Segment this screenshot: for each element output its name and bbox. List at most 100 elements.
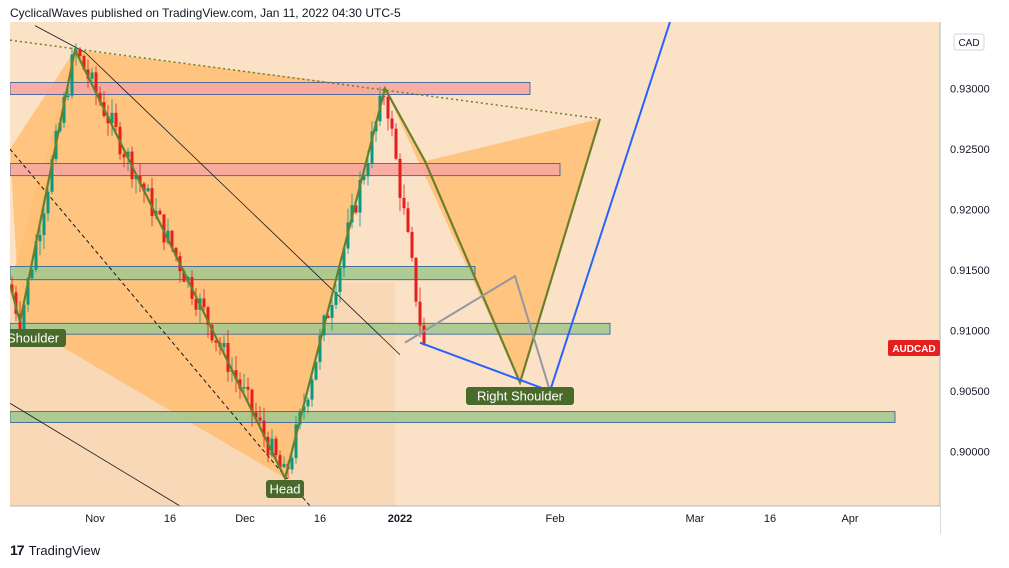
publish-caption: CyclicalWaves published on TradingView.c…	[10, 6, 401, 20]
candle[interactable]	[358, 171, 362, 227]
candle[interactable]	[418, 287, 422, 338]
candle[interactable]	[414, 257, 418, 307]
candle-body	[158, 210, 162, 215]
candle-body	[358, 179, 362, 213]
candle[interactable]	[146, 184, 150, 192]
zone-red-0[interactable]	[9, 82, 531, 95]
channel-dashed[interactable]	[9, 148, 311, 507]
candle[interactable]	[402, 184, 406, 215]
zone-green-4[interactable]	[9, 411, 896, 423]
tradingview-brand: TradingView	[28, 542, 101, 558]
candle-body	[342, 248, 346, 269]
candle[interactable]	[338, 264, 342, 303]
price-scale-panel[interactable]	[940, 22, 1000, 506]
candle[interactable]	[62, 91, 66, 128]
channel-upper-tip[interactable]	[34, 25, 86, 53]
candle[interactable]	[150, 177, 154, 227]
candle[interactable]	[318, 328, 322, 370]
candle[interactable]	[274, 436, 278, 459]
label-right-shoulder[interactable]: Right Shoulder	[466, 387, 574, 405]
candle-body	[126, 151, 130, 158]
candle[interactable]	[310, 373, 314, 408]
pattern-fill-left	[10, 49, 75, 323]
candle-body	[306, 399, 310, 407]
candle[interactable]	[258, 406, 262, 428]
candle[interactable]	[214, 339, 218, 352]
zone-green-3[interactable]	[9, 322, 611, 335]
zone-red-1[interactable]	[9, 163, 561, 177]
candle[interactable]	[42, 206, 46, 249]
label-head-text: Head	[269, 482, 300, 497]
candle[interactable]	[114, 103, 118, 135]
candle-body	[90, 72, 94, 79]
candle[interactable]	[282, 456, 286, 468]
candle[interactable]	[250, 388, 254, 427]
candle[interactable]	[398, 153, 402, 212]
channel-upper[interactable]	[84, 51, 401, 356]
candle-body	[94, 72, 98, 93]
candle-body	[258, 417, 262, 421]
candle-body	[18, 313, 22, 334]
x-tick-label: 16	[314, 513, 326, 525]
y-tick-label: 0.90500	[950, 386, 990, 398]
candle[interactable]	[110, 99, 114, 136]
candle[interactable]	[306, 397, 310, 414]
head-shoulders-zigzag[interactable]	[8, 46, 602, 482]
candle-body	[38, 235, 42, 242]
candle-body	[22, 304, 26, 334]
candle-body	[214, 340, 218, 343]
candle-body	[330, 304, 334, 319]
candle[interactable]	[278, 450, 282, 468]
candle[interactable]	[78, 47, 82, 60]
label-head[interactable]: Head	[266, 480, 304, 498]
candle[interactable]	[262, 407, 266, 448]
candle[interactable]	[294, 415, 298, 464]
label-head-bg	[266, 480, 304, 498]
candle[interactable]	[410, 226, 414, 262]
candle[interactable]	[386, 91, 390, 131]
candle-body	[418, 301, 422, 326]
candle[interactable]	[246, 377, 250, 402]
candle-body	[386, 96, 390, 119]
label-shoulder[interactable]: Shoulder	[0, 329, 66, 347]
candle[interactable]	[266, 431, 270, 463]
candle-body	[390, 118, 394, 129]
candle[interactable]	[46, 185, 50, 222]
candle-body	[174, 247, 178, 257]
pattern-fill-3	[385, 88, 520, 383]
candle[interactable]	[334, 284, 338, 310]
candle[interactable]	[314, 361, 318, 381]
projection-gray-path[interactable]	[404, 274, 551, 392]
candle[interactable]	[194, 287, 198, 317]
candle[interactable]	[394, 123, 398, 161]
candle[interactable]	[390, 110, 394, 137]
y-tick-label: 0.91500	[950, 265, 990, 277]
candle-body	[226, 342, 230, 373]
chart-frame[interactable]: Shoulder Head Right Shoulder 0.93000 0.9250…	[0, 21, 1000, 534]
candle[interactable]	[406, 201, 410, 234]
candle[interactable]	[94, 66, 98, 105]
candle[interactable]	[138, 163, 142, 193]
candle-body	[402, 197, 406, 209]
candle[interactable]	[330, 294, 334, 331]
candle-body	[146, 188, 150, 192]
neckline-dotted[interactable]	[9, 39, 601, 120]
time-scale-panel[interactable]	[10, 506, 940, 534]
candle-body	[138, 175, 142, 184]
candle[interactable]	[370, 121, 374, 168]
candle-body	[98, 92, 102, 103]
candle[interactable]	[134, 174, 138, 194]
candle[interactable]	[226, 329, 230, 382]
candle[interactable]	[70, 47, 74, 100]
zone-green-2[interactable]	[9, 266, 476, 281]
tradingview-footer[interactable]: 17 TradingView	[10, 542, 100, 558]
channel-lower[interactable]	[9, 402, 181, 507]
candle[interactable]	[158, 208, 162, 215]
price-chart[interactable]: Shoulder Head Right Shoulder 0.93000 0.9250…	[0, 21, 1000, 534]
currency-label[interactable]: CAD	[953, 33, 985, 51]
candle[interactable]	[202, 289, 206, 312]
candle[interactable]	[234, 356, 238, 393]
candle[interactable]	[222, 335, 226, 354]
candle-body	[326, 315, 330, 319]
candle-body	[110, 112, 114, 124]
